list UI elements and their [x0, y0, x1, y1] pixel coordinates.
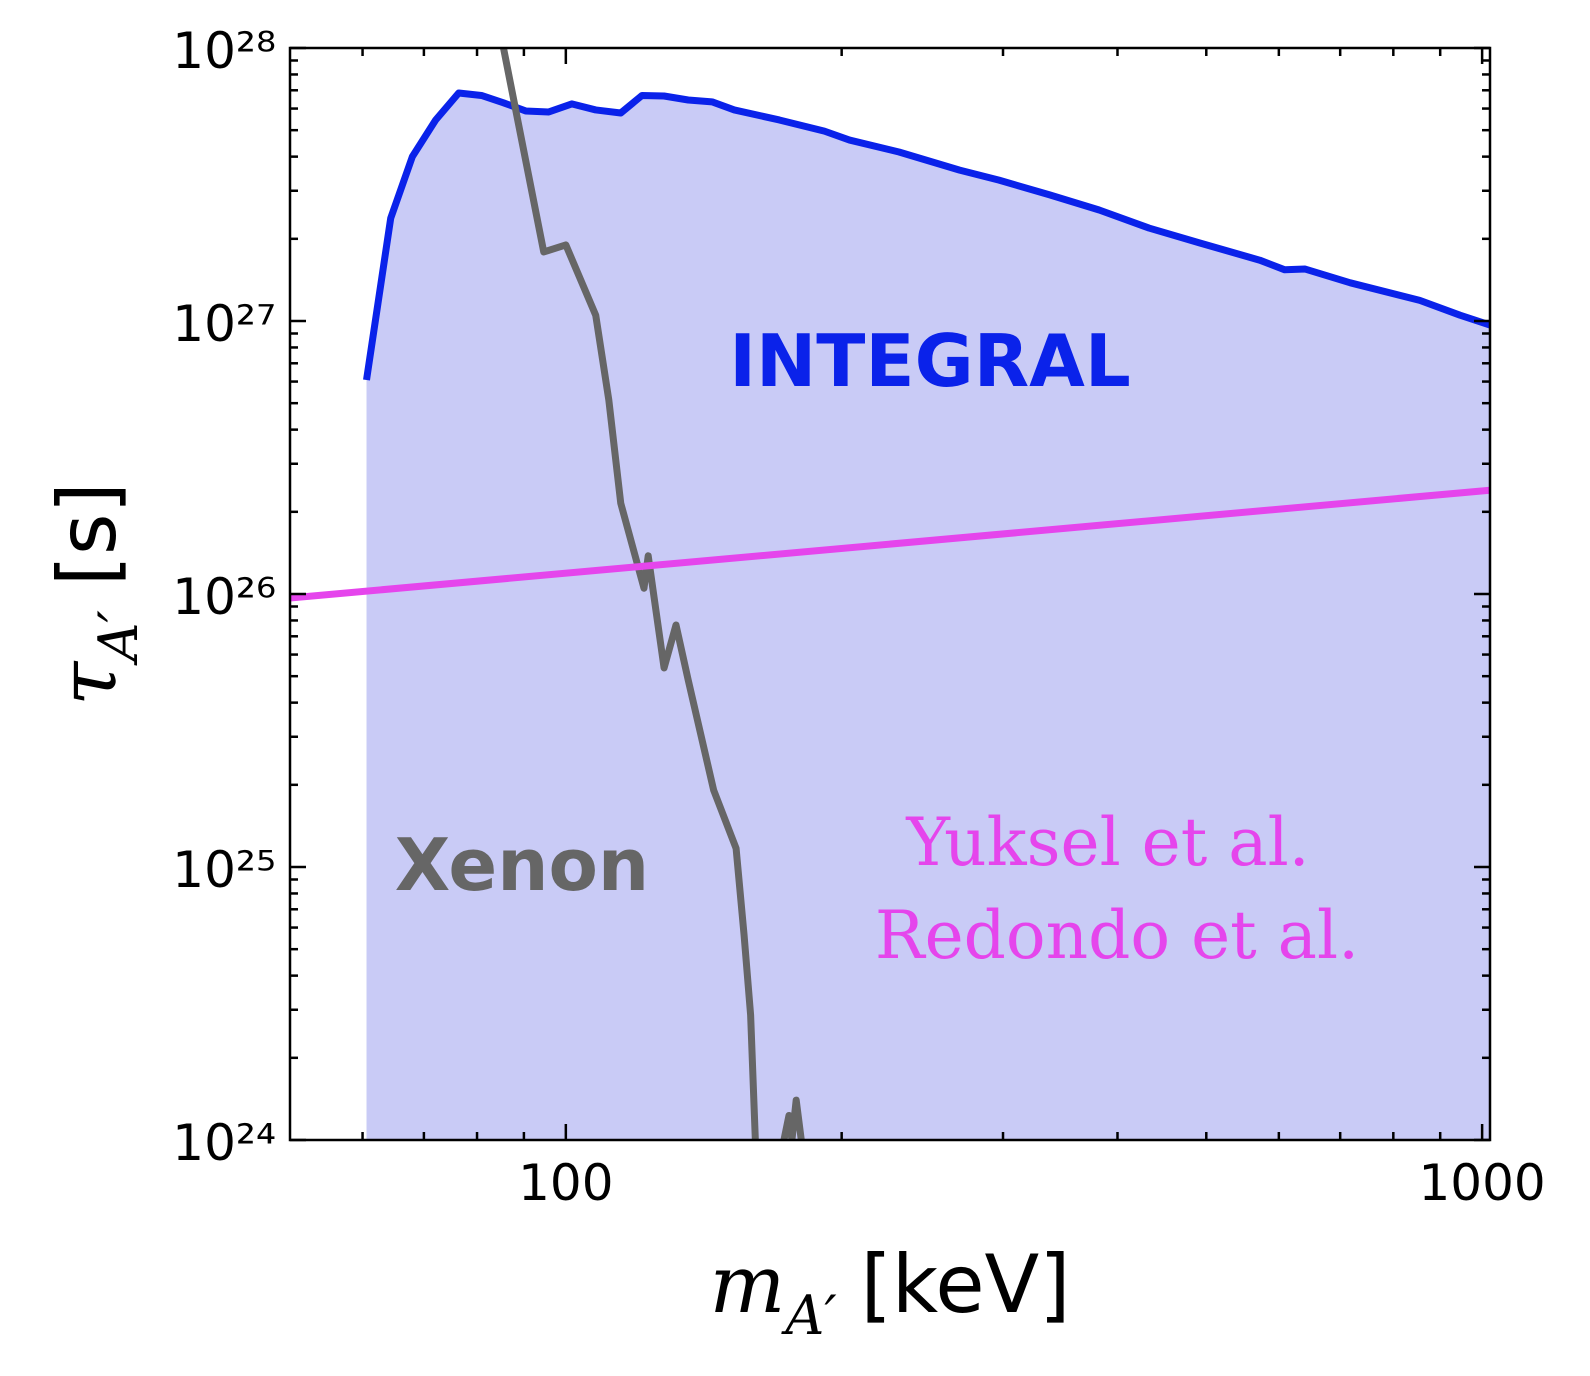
- series-line: [363, 89, 1490, 381]
- annotation-xenon: Xenon: [395, 823, 649, 907]
- x-tick-label: 100: [518, 1154, 613, 1212]
- series-line: [500, 48, 759, 1140]
- annotation-integral: INTEGRAL: [729, 319, 1130, 403]
- x-tick-label: 1000: [1418, 1154, 1545, 1212]
- annotation-yuksel: Yuksel et al.: [905, 804, 1309, 881]
- x-label-unit: [keV]: [861, 1238, 1071, 1331]
- annotation-redondo: Redondo et al.: [875, 897, 1359, 974]
- y-label-symbol: τ: [41, 660, 134, 706]
- y-tick-label: 10²⁵: [172, 841, 276, 899]
- series-line: [290, 486, 1490, 602]
- x-label-subscript: A′: [780, 1284, 836, 1347]
- y-label-subscript: A′: [87, 610, 150, 666]
- y-tick-label: 10²⁷: [172, 295, 276, 353]
- y-tick-label: 10²⁶: [172, 568, 276, 626]
- y-label-unit: [s]: [41, 482, 134, 586]
- x-axis-label: mA′ [keV]: [710, 1238, 1071, 1347]
- series-area: [366, 93, 1490, 1140]
- y-axis-label: τA′ [s]: [41, 482, 150, 706]
- series-line: [780, 1096, 805, 1140]
- y-tick-label: 10²⁴: [172, 1114, 276, 1172]
- y-tick-label: 10²⁸: [172, 22, 276, 80]
- x-label-symbol: m: [710, 1238, 786, 1331]
